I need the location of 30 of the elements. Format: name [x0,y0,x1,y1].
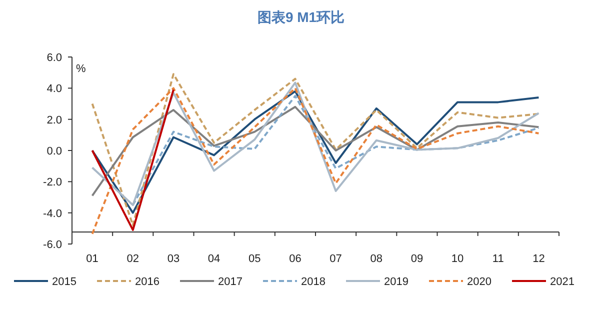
y-tick-label: 4.0 [46,83,62,96]
legend-label: 2017 [218,276,242,288]
legend-label: 2016 [135,276,160,288]
legend-label: 2021 [550,276,574,288]
y-axis-title: % [76,63,86,75]
legend-label: 2020 [467,276,492,288]
x-tick-label: 05 [248,253,261,265]
x-tick-label: 12 [532,253,545,265]
legend-label: 2015 [52,276,76,288]
legend-label: 2019 [384,276,408,288]
x-tick-label: 07 [330,253,342,265]
y-tick-label: 6.0 [46,52,62,64]
line-series [132,94,540,206]
y-tick-label: -6.0 [43,239,62,251]
x-tick-label: 10 [451,253,464,265]
x-tick-label: 04 [208,253,220,265]
x-tick-label: 08 [370,253,382,265]
legend-label: 2018 [301,276,326,288]
x-tick-label: 06 [289,253,302,265]
x-tick-label: 09 [410,253,424,265]
x-tick-label: 11 [492,253,504,265]
y-tick-label: 2.0 [46,114,62,126]
chart-title: 图表9 M1环比 [257,9,345,25]
x-tick-label: 02 [126,253,139,265]
y-tick-label: 0.0 [46,146,62,158]
x-tick-label: 03 [167,253,180,265]
y-tick-label: -4.0 [43,208,62,220]
x-tick-label: 01 [86,253,98,265]
line-series [91,106,540,197]
y-tick-label: -2.0 [43,176,62,189]
